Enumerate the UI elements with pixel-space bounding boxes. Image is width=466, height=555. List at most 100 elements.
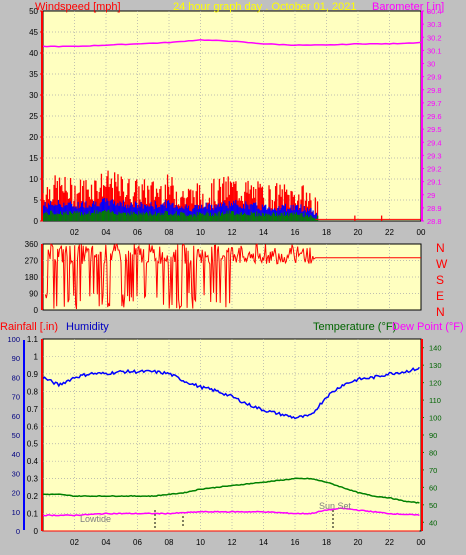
barometer-y-tick-label: 30.2 [427, 33, 442, 42]
barometer-y-tick-label: 29 [427, 191, 435, 200]
dew-point-label: Dew Point (°F) [392, 321, 464, 333]
barometer-y-tick-label: 29.6 [427, 112, 442, 121]
temperature-y-tick-label: 140 [429, 344, 442, 353]
wind-y-tick-label: 0 [34, 217, 39, 226]
barometer-y-tick-label: 29.1 [427, 178, 442, 187]
climate-x-tick-label: 00 [417, 538, 426, 547]
graph-title: 24 hour graph day . October 01, 2021 [173, 1, 356, 13]
rainfall-y-tick-label: 0.3 [27, 475, 39, 484]
temperature-y-tick-label: 90 [429, 431, 437, 440]
wind-direction-y-tick-label: 0 [34, 306, 39, 315]
humidity-y-tick-label: 50 [12, 431, 20, 440]
barometer-y-tick-label: 29.3 [427, 151, 442, 160]
wind-x-tick-label: 22 [385, 228, 394, 237]
humidity-y-tick-label: 20 [12, 489, 20, 498]
rainfall-y-tick-label: 0.5 [27, 440, 39, 449]
wind-x-tick-label: 04 [102, 228, 111, 237]
wind-x-ticks: 02 04 06 08 10 12 14 16 18 20 22 00 [70, 228, 426, 237]
wind-bars [42, 170, 421, 221]
wind-x-tick-label: 18 [322, 228, 331, 237]
barometer-label: Barometer [ in] [372, 1, 444, 13]
barometer-y-tick-label: 29.8 [427, 86, 442, 95]
compass-label: S [436, 273, 444, 287]
wind-y-tick-label: 50 [29, 7, 38, 16]
climate-x-tick-label: 02 [70, 538, 79, 547]
climate-x-tick-label: 08 [165, 538, 174, 547]
humidity-y-tick-label: 80 [12, 373, 20, 382]
wind-y-tick-label: 35 [29, 70, 38, 79]
wind-direction-line [44, 243, 421, 310]
barometer-y-tick-label: 30 [427, 60, 435, 69]
wind-y-tick-label: 15 [29, 154, 38, 163]
wind-x-tick-label: 06 [133, 228, 142, 237]
wind-plot-grid [43, 11, 421, 221]
temperature-y-tick-label: 130 [429, 361, 442, 370]
temperature-y-tick-label: 120 [429, 379, 442, 388]
climate-x-tick-label: 04 [102, 538, 111, 547]
wind-direction-grid [43, 244, 421, 310]
temperature-line [43, 477, 420, 504]
humidity-y-tick-label: 10 [12, 508, 20, 517]
wind-x-tick-label: 02 [70, 228, 79, 237]
humidity-y-tick-label: 40 [12, 450, 20, 459]
temperature-y-tick-label: 40 [429, 518, 437, 527]
barometer-y-tick-label: 30.3 [427, 20, 442, 29]
climate-x-tick-label: 10 [196, 538, 205, 547]
wind-x-tick-label: 00 [417, 228, 426, 237]
barometer-y-tick-label: 29.5 [427, 125, 442, 134]
barometer-y-ticks: 28.8 28.9 29 29.1 29.2 29.3 29.4 29.5 29.6 29.7 29… [421, 7, 442, 226]
rainfall-y-tick-label: 0.2 [27, 492, 39, 501]
wind-direction-y-tick-label: 180 [25, 273, 39, 282]
rainfall-y-tick-label: 1.1 [27, 335, 39, 344]
wind-x-tick-label: 14 [259, 228, 268, 237]
barometer-y-tick-label: 30.1 [427, 46, 442, 55]
climate-x-tick-label: 06 [133, 538, 142, 547]
rainfall-label: Rainfall [.in) [0, 321, 58, 333]
temperature-y-ticks: 40 50 60 70 80 90 100 110 120 130 140 [421, 339, 442, 531]
humidity-y-ticks: 0 10 20 30 40 50 60 70 80 90 100 [7, 335, 20, 536]
temperature-y-tick-label: 50 [429, 501, 437, 510]
wind-y-tick-label: 40 [29, 49, 38, 58]
wind-y-ticks: 0 5 10 15 20 25 30 35 40 45 50 [29, 7, 43, 226]
lowtide-annotation: Lowtide [80, 514, 111, 524]
climate-x-tick-label: 20 [354, 538, 363, 547]
humidity-y-tick-label: 100 [7, 335, 20, 344]
compass-label: E [436, 289, 444, 303]
barometer-y-tick-label: 29.4 [427, 138, 442, 147]
climate-x-tick-label: 16 [291, 538, 300, 547]
dew-point-line [42, 507, 420, 517]
rainfall-y-tick-label: 0.4 [27, 457, 39, 466]
rainfall-y-tick-label: 0.8 [27, 387, 39, 396]
climate-x-tick-label: 18 [322, 538, 331, 547]
barometer-y-tick-label: 29.2 [427, 165, 442, 174]
wind-direction-y-ticks: 0 90 180 270 360 [25, 240, 43, 315]
climate-x-tick-label: 22 [385, 538, 394, 547]
compass-label: N [436, 305, 445, 319]
rainfall-y-ticks: 0 0.1 0.2 0.3 0.4 0.5 0.6 0.7 0.8 0.9 1 1.1 [27, 335, 43, 536]
temperature-y-tick-label: 100 [429, 414, 442, 423]
wind-x-tick-label: 08 [165, 228, 174, 237]
wind-y-tick-label: 20 [29, 133, 38, 142]
rainfall-y-tick-label: 0.6 [27, 422, 39, 431]
wind-y-tick-label: 10 [29, 175, 38, 184]
barometer-y-tick-label: 29.9 [427, 73, 442, 82]
wind-x-tick-label: 16 [291, 228, 300, 237]
sunset-annotation: Sun Set [319, 501, 352, 511]
humidity-y-tick-label: 30 [12, 469, 20, 478]
rainfall-y-tick-label: 0.9 [27, 370, 39, 379]
wind-y-tick-label: 25 [29, 112, 38, 121]
wind-y-tick-label: 45 [29, 28, 38, 37]
wind-y-tick-label: 5 [34, 196, 39, 205]
humidity-y-tick-label: 70 [12, 393, 20, 402]
barometer-y-tick-label: 28.9 [427, 204, 442, 213]
wind-x-tick-label: 12 [228, 228, 237, 237]
humidity-line [42, 366, 420, 420]
climate-x-tick-label: 12 [228, 538, 237, 547]
temperature-y-tick-label: 110 [429, 396, 441, 405]
humidity-label: Humidity [66, 321, 109, 333]
temperature-y-tick-label: 60 [429, 483, 437, 492]
wind-x-tick-label: 10 [196, 228, 205, 237]
temperature-y-tick-label: 70 [429, 466, 437, 475]
